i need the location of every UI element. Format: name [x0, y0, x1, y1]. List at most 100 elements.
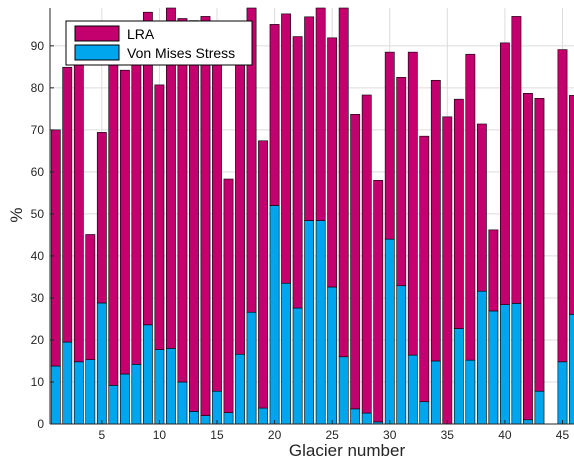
bar-von-mises-stress-23: [304, 220, 315, 425]
bar-lra-40: [499, 42, 510, 305]
bar-von-mises-stress-27: [350, 408, 361, 425]
bar-lra-8: [131, 56, 142, 365]
bar-lra-16: [223, 178, 234, 413]
bar-lra-31: [396, 77, 407, 287]
bar-lra-18: [246, 7, 257, 313]
bar-lra-45: [557, 49, 568, 363]
bar-lra-37: [465, 53, 476, 361]
bar-lra-6: [108, 58, 119, 386]
bar-lra-29: [373, 179, 384, 423]
y-tick-label: 60: [31, 165, 45, 179]
bar-lra-39: [488, 229, 499, 312]
bar-lra-41: [511, 16, 522, 304]
bar-von-mises-stress-15: [212, 390, 222, 425]
bar-von-mises-stress-19: [258, 407, 268, 425]
bar-lra-7: [119, 69, 130, 375]
bar-von-mises-stress-36: [453, 328, 464, 425]
x-tick-label: 10: [153, 428, 167, 442]
x-tick-label: 15: [210, 428, 224, 442]
bar-lra-19: [258, 140, 268, 409]
bar-von-mises-stress-30: [384, 238, 395, 425]
x-tick-label: 35: [441, 428, 455, 442]
bar-von-mises-stress-13: [189, 411, 199, 425]
bar-lra-12: [177, 18, 188, 383]
bar-lra-32: [407, 51, 418, 356]
y-tick-label: 0: [37, 417, 44, 431]
x-tick-label: 45: [556, 428, 570, 442]
bar-von-mises-stress-43: [534, 390, 545, 425]
x-tick-label: 5: [98, 428, 105, 442]
bar-lra-5: [96, 132, 107, 304]
bar-von-mises-stress-24: [315, 220, 326, 425]
bar-lra-20: [269, 24, 280, 206]
bar-von-mises-stress-45: [557, 361, 568, 425]
bar-lra-17: [235, 58, 245, 355]
bar-von-mises-stress-33: [419, 401, 430, 425]
y-tick-label: 10: [31, 375, 45, 389]
legend-label-lra: LRA: [127, 26, 155, 42]
bar-von-mises-stress-6: [108, 385, 119, 425]
bar-von-mises-stress-32: [407, 354, 418, 425]
bar-von-mises-stress-3: [73, 361, 84, 425]
legend: LRA Von Mises Stress: [65, 20, 253, 66]
bar-von-mises-stress-12: [177, 381, 188, 425]
bar-von-mises-stress-38: [476, 290, 487, 425]
bar-von-mises-stress-42: [523, 419, 533, 425]
bar-von-mises-stress-40: [499, 304, 510, 425]
bar-von-mises-stress-8: [131, 364, 142, 425]
bar-lra-3: [73, 50, 84, 363]
bar-lra-42: [523, 93, 533, 421]
bar-lra-38: [476, 123, 487, 292]
bar-lra-35: [442, 116, 453, 425]
bar-von-mises-stress-14: [200, 415, 211, 425]
y-tick-label: 80: [31, 81, 45, 95]
bar-lra-21: [281, 13, 291, 284]
y-tick-label: 70: [31, 123, 45, 137]
bar-lra-11: [166, 7, 176, 349]
bar-von-mises-stress-26: [338, 356, 349, 425]
bar-lra-22: [292, 36, 303, 309]
bar-von-mises-stress-7: [119, 373, 130, 425]
y-tick-label: 30: [31, 291, 45, 305]
bar-von-mises-stress-31: [396, 285, 407, 425]
bar-von-mises-stress-10: [154, 349, 165, 425]
bar-lra-1: [50, 129, 61, 367]
bar-lra-14: [200, 16, 211, 416]
bar-lra-34: [430, 79, 441, 362]
bar-von-mises-stress-17: [235, 353, 245, 425]
y-axis-label: %: [7, 207, 26, 222]
bar-lra-46: [569, 95, 574, 315]
legend-swatch-lra: [74, 25, 120, 42]
bar-von-mises-stress-18: [246, 311, 257, 425]
bar-lra-27: [350, 114, 361, 410]
axes: [49, 8, 574, 425]
bar-von-mises-stress-46: [569, 314, 574, 425]
bar-von-mises-stress-39: [488, 310, 499, 425]
x-tick-label: 40: [498, 428, 512, 442]
bar-lra-10: [154, 84, 165, 350]
bar-von-mises-stress-22: [292, 307, 303, 425]
bar-von-mises-stress-34: [430, 360, 441, 425]
x-tick-label: 25: [325, 428, 339, 442]
legend-swatch-von-mises-stress: [74, 44, 120, 61]
bar-lra-4: [85, 234, 96, 361]
bar-von-mises-stress-1: [50, 365, 61, 425]
bar-von-mises-stress-9: [142, 324, 153, 425]
bar-lra-9: [142, 11, 153, 326]
bar-lra-43: [534, 98, 545, 392]
bar-lra-25: [327, 37, 338, 288]
bar-lra-36: [453, 98, 464, 329]
bar-von-mises-stress-16: [223, 412, 234, 425]
x-tick-label: 20: [268, 428, 282, 442]
bar-von-mises-stress-41: [511, 303, 522, 425]
bar-von-mises-stress-20: [269, 205, 280, 425]
bar-von-mises-stress-21: [281, 282, 291, 425]
bar-lra-30: [384, 51, 395, 240]
bar-von-mises-stress-28: [361, 412, 372, 425]
y-tick-label: 20: [31, 333, 45, 347]
bar-von-mises-stress-5: [96, 302, 107, 425]
bar-lra-13: [189, 20, 199, 412]
tick-labels: 0 10 20 30 40 50 60 70 80 90 5 10 15 20 25 30 35 40 45: [31, 39, 570, 442]
bar-von-mises-stress-2: [62, 341, 73, 425]
